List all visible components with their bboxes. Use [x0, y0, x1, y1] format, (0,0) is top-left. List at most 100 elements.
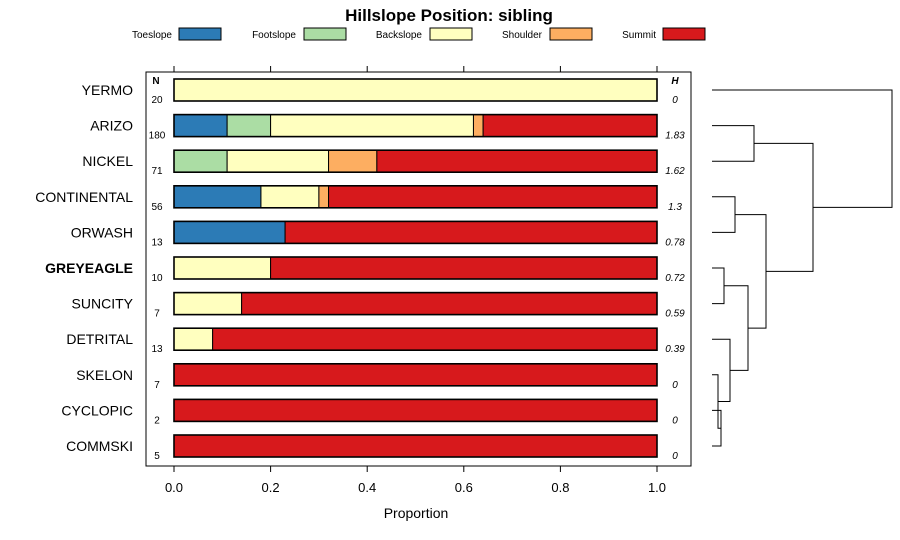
h-value: 1.62: [665, 166, 685, 177]
row-label: SUNCITY: [72, 296, 134, 312]
n-value: 56: [151, 202, 163, 213]
bar-outline: [173, 256, 658, 280]
legend-swatch-shoulder: [549, 27, 593, 41]
bar-segment-summit: [284, 220, 658, 244]
bar-segment-shoulder: [318, 185, 330, 209]
legend: Toeslope Footslope Backslope Shoulder Summit: [132, 27, 706, 41]
h-value: 1.83: [665, 131, 685, 142]
legend-label-summit: Summit: [622, 30, 656, 41]
h-value: 0.39: [665, 344, 685, 355]
h-column-header: H: [671, 76, 679, 87]
h-value: 0: [672, 380, 678, 391]
bar-outline: [173, 185, 658, 209]
bar-segment-backslope: [173, 327, 214, 351]
dendrogram-branch: [712, 89, 893, 208]
row-label: GREYEAGLE: [45, 260, 133, 276]
x-tick-label: 0.6: [455, 480, 473, 495]
x-tick-label: 0.0: [165, 480, 183, 495]
bar-outline: [173, 78, 658, 102]
bar-segment-summit: [270, 256, 658, 280]
h-value: 0.78: [665, 237, 685, 248]
bar-outline: [173, 220, 658, 245]
bar-outline: [173, 327, 658, 352]
bar-segment-summit: [376, 149, 658, 173]
row-label: NICKEL: [82, 153, 133, 169]
n-value: 71: [151, 166, 163, 177]
bar-outline: [173, 434, 658, 458]
dendrogram-branch: [754, 142, 814, 272]
h-value: 0.72: [665, 273, 685, 284]
x-tick-label: 0.8: [551, 480, 569, 495]
bar-segment-summit: [328, 185, 658, 209]
x-tick-label: 0.4: [358, 480, 376, 495]
legend-label-toeslope: Toeslope: [132, 30, 172, 41]
n-value: 13: [151, 344, 163, 355]
n-value: 5: [154, 451, 160, 462]
h-value: 1.3: [668, 202, 682, 213]
bar-segment-shoulder: [472, 114, 484, 138]
bar-segment-shoulder: [328, 149, 378, 173]
row-label: CYCLOPIC: [61, 402, 133, 418]
bar-segment-backslope: [173, 78, 658, 102]
dendrogram-branch: [712, 338, 731, 402]
bar-outline: [173, 113, 658, 138]
row-label: ORWASH: [71, 224, 133, 240]
bar-segment-summit: [173, 363, 658, 387]
dendrogram-branch: [712, 267, 725, 305]
dendrogram: [712, 89, 893, 447]
legend-label-shoulder: Shoulder: [502, 30, 543, 41]
n-value: 13: [151, 237, 163, 248]
dendrogram-branch: [724, 285, 749, 371]
bar-segment-summit: [241, 292, 658, 316]
legend-swatch-toeslope: [178, 27, 222, 41]
bar-outline: [173, 362, 658, 387]
h-value: 0: [672, 415, 678, 426]
dendrogram-branch: [712, 125, 755, 162]
bar-outline: [173, 398, 658, 423]
bar-segment-summit: [173, 398, 658, 422]
bar-segment-summit: [212, 327, 658, 351]
x-axis: 0.0 0.2 0.4 0.6 0.8 1.0: [165, 66, 666, 495]
legend-swatch-footslope: [303, 27, 347, 41]
h-value: 0: [672, 95, 678, 106]
bar-outline: [173, 149, 658, 173]
bar-segment-toeslope: [173, 185, 262, 209]
bar-segment-toeslope: [173, 114, 228, 138]
n-value: 20: [151, 95, 163, 106]
bar-outline: [173, 291, 658, 316]
bar-segment-backslope: [226, 149, 330, 173]
x-axis-label: Proportion: [384, 505, 449, 521]
bar-segment-summit: [173, 434, 658, 458]
n-value: 7: [154, 380, 160, 391]
n-value: 180: [149, 131, 166, 142]
row-label: ARIZO: [90, 118, 133, 134]
bar-segment-backslope: [173, 292, 243, 316]
bar-segment-footslope: [173, 149, 228, 173]
bar-segment-backslope: [173, 256, 272, 280]
bar-segment-footslope: [226, 114, 272, 138]
row-label: YERMO: [82, 82, 133, 98]
row-label: DETRITAL: [66, 331, 133, 347]
row-label: CONTINENTAL: [35, 189, 133, 205]
dendrogram-branch: [712, 196, 736, 233]
n-value: 2: [154, 415, 160, 426]
legend-swatch-backslope: [429, 27, 473, 41]
x-tick-label: 0.2: [262, 480, 280, 495]
h-value: 0: [672, 451, 678, 462]
plot-panel: [145, 71, 692, 467]
row-label: COMMSKI: [66, 438, 133, 454]
bar-segment-summit: [482, 114, 658, 138]
n-value: 10: [151, 273, 163, 284]
h-value: 0.59: [665, 309, 685, 320]
legend-label-footslope: Footslope: [252, 30, 296, 41]
x-tick-label: 1.0: [648, 480, 666, 495]
n-column-header: N: [152, 76, 159, 87]
row-label: SKELON: [76, 367, 133, 383]
legend-label-backslope: Backslope: [376, 30, 423, 41]
bar-segment-toeslope: [173, 220, 286, 244]
bar-segment-backslope: [270, 114, 474, 138]
bar-segment-backslope: [260, 185, 320, 209]
chart-title: Hillslope Position: sibling: [345, 6, 553, 25]
